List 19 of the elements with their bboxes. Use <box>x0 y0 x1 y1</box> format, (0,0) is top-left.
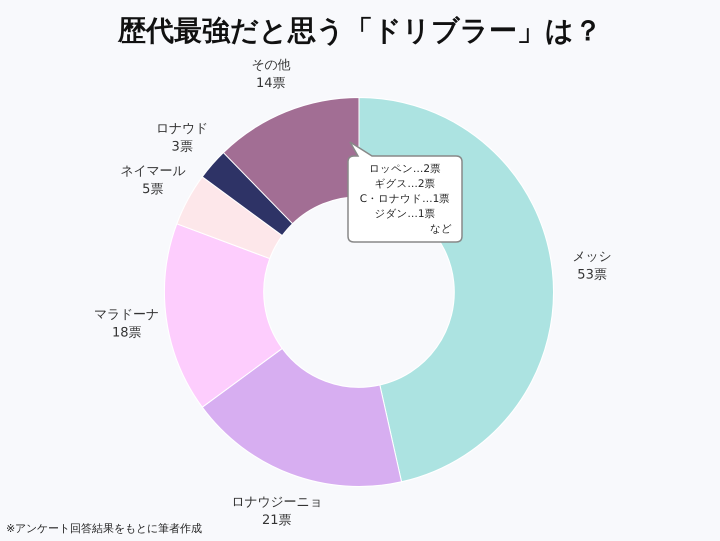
data-label: 21票 <box>262 512 292 528</box>
data-label: 53票 <box>577 268 607 283</box>
text: ジダン…1票 <box>373 207 437 222</box>
slice-label: ネイマール <box>120 164 186 179</box>
slice-label: ロナウド <box>156 121 208 136</box>
slice-label: メッシ <box>572 250 612 265</box>
text: ギグス…2票 <box>373 177 437 192</box>
text: C・ロナウド…1票 <box>358 192 452 207</box>
text: ※アンケート回答結果をもとに筆者作成 <box>6 521 202 536</box>
data-label: 18票 <box>112 326 142 341</box>
text: など <box>429 222 452 237</box>
text: ロッペン…2票 <box>368 162 442 177</box>
slice-label: ロナウジーニョ <box>231 494 322 510</box>
slice-label: その他 <box>251 58 290 74</box>
slice-label: マラドーナ <box>94 308 160 323</box>
chart-title: 歴代最強だと思う「ドリブラー」は？ <box>116 13 603 49</box>
data-label: 3票 <box>172 139 193 154</box>
data-label: 5票 <box>142 182 164 197</box>
data-label: 14票 <box>256 76 286 92</box>
